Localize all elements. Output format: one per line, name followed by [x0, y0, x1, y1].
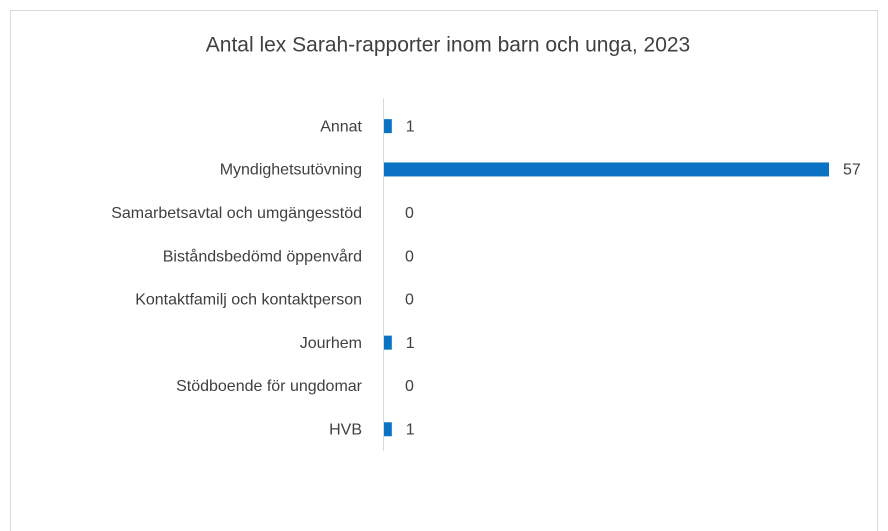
y-tick-label: Samarbetsavtal och umgängesstöd [111, 205, 362, 222]
data-label: 1 [406, 118, 415, 135]
y-tick-label: Annat [320, 118, 362, 135]
data-label: 1 [406, 335, 415, 352]
y-tick-label: Kontaktfamilj och kontaktperson [135, 292, 362, 309]
y-tick-label: Jourhem [300, 335, 362, 352]
data-label: 0 [405, 378, 414, 395]
bar [384, 422, 392, 437]
chart-frame [10, 10, 878, 531]
bar [384, 119, 392, 134]
data-label: 57 [843, 162, 861, 179]
y-tick-label: HVB [329, 421, 362, 438]
data-label: 0 [405, 248, 414, 265]
bar [384, 335, 392, 350]
data-label: 0 [405, 292, 414, 309]
y-tick-label: Biståndsbedömd öppenvård [163, 247, 362, 265]
y-tick-label: Myndighetsutövning [220, 162, 362, 179]
chart-title: Antal lex Sarah-rapporter inom barn och … [206, 34, 690, 57]
y-tick-label: Stödboende för ungdomar [176, 378, 363, 395]
data-label: 0 [405, 205, 414, 222]
bar [384, 162, 829, 177]
data-label: 1 [406, 421, 415, 438]
